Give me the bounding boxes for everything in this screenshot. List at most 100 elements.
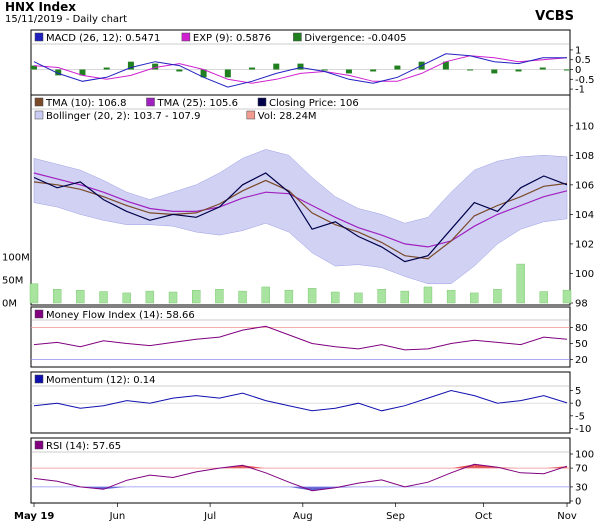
- volume-bar: [76, 289, 85, 304]
- x-tick-label: Jun: [109, 511, 126, 522]
- x-tick-label: Oct: [475, 511, 492, 522]
- rsi-oversold-fill: [288, 486, 313, 491]
- y-tick-label: 5: [575, 386, 581, 397]
- legend-label: Vol: 28.24M: [258, 111, 317, 122]
- legend-swatch: [146, 97, 155, 107]
- x-tick-label: Sep: [386, 511, 405, 522]
- volume-bar: [470, 292, 479, 304]
- volume-bar: [307, 288, 317, 304]
- chart-subtitle: 15/11/2019 - Daily chart: [5, 14, 128, 25]
- tma10-line: [33, 179, 568, 260]
- volume-bar: [400, 290, 409, 304]
- legend-label: Divergence: -0.0405: [304, 33, 406, 44]
- volume-bar: [215, 289, 224, 304]
- volume-bar: [539, 291, 549, 304]
- mfi-line: [33, 325, 568, 351]
- volume-tick-label: 100M: [2, 253, 30, 264]
- divergence-bar: [224, 69, 231, 78]
- legend-swatch: [246, 110, 256, 120]
- legend-swatch: [34, 110, 44, 120]
- volume-bar: [331, 291, 340, 304]
- panel-frame-mfi: [30, 306, 571, 368]
- legend-swatch: [293, 32, 302, 42]
- legend-label: Bollinger (20, 2): 103.7 - 107.9: [46, 111, 200, 122]
- legend-swatch: [34, 440, 44, 450]
- divergence-bar: [467, 69, 474, 71]
- volume-tick-label: 50M: [2, 276, 23, 287]
- legend-swatch: [34, 32, 44, 42]
- volume-bar: [377, 289, 386, 304]
- panel-frame-momentum: [30, 371, 571, 434]
- legend-label: Closing Price: 106: [269, 98, 359, 109]
- y-tick-label: -1: [575, 85, 585, 96]
- chart-title: HNX Index: [5, 0, 76, 14]
- volume-bar: [516, 263, 525, 304]
- momentum-line: [33, 389, 568, 412]
- legend-label: TMA (10): 106.8: [45, 98, 126, 109]
- y-tick-label: -0.5: [575, 75, 595, 86]
- legend-label: Momentum (12): 0.14: [46, 375, 156, 386]
- legend-swatch: [34, 309, 44, 319]
- legend-swatch: [181, 32, 191, 42]
- x-tick-label: Aug: [293, 511, 313, 522]
- exp-line: [33, 55, 568, 84]
- volume-bar: [122, 292, 131, 304]
- legend-label: Money Flow Index (14): 58.66: [46, 310, 195, 321]
- y-tick-label: -10: [575, 424, 591, 435]
- legend-label: EXP (9): 0.5876: [193, 33, 271, 44]
- bollinger-band: [33, 149, 568, 285]
- y-tick-label: 102: [575, 239, 594, 250]
- volume-bar: [29, 283, 39, 304]
- panel-frame-rsi: [30, 437, 571, 504]
- divergence-bar: [394, 65, 401, 70]
- y-tick-label: 20: [575, 355, 588, 366]
- divergence-bar: [200, 69, 207, 78]
- x-tick-label: May 19: [14, 511, 54, 522]
- y-tick-label: 100: [575, 269, 594, 280]
- divergence-bar: [249, 67, 256, 70]
- y-tick-label: 104: [575, 210, 594, 221]
- y-tick-label: 98: [575, 299, 588, 310]
- volume-bar: [99, 291, 108, 304]
- divergence-bar: [103, 67, 110, 70]
- y-tick-label: 50: [575, 339, 588, 350]
- legend-swatch: [34, 97, 44, 107]
- legend-swatch: [257, 97, 267, 107]
- divergence-bar: [370, 69, 377, 72]
- volume-bar: [192, 289, 201, 304]
- y-tick-label: 108: [575, 151, 594, 162]
- volume-bar: [562, 289, 572, 304]
- y-tick-label: -5: [575, 411, 585, 422]
- divergence-bar: [273, 63, 280, 70]
- x-tick-label: Jul: [203, 511, 216, 522]
- source-label: VCBS: [535, 9, 574, 24]
- y-tick-label: 0: [575, 399, 581, 410]
- volume-bar: [446, 289, 456, 304]
- close-line: [33, 172, 568, 263]
- y-tick-label: 1: [575, 45, 581, 56]
- divergence-bar: [297, 63, 304, 70]
- legend-label: TMA (25): 105.6: [157, 98, 238, 109]
- divergence-bar: [491, 69, 498, 74]
- y-tick-label: 70: [575, 464, 588, 475]
- divergence-bar: [55, 69, 62, 76]
- volume-bar: [168, 291, 178, 304]
- y-tick-label: 110: [575, 121, 594, 132]
- divergence-bar: [442, 61, 449, 70]
- rsi-line: [33, 463, 568, 492]
- y-tick-label: 0: [575, 497, 581, 508]
- x-tick-label: Nov: [557, 511, 577, 522]
- macd-line: [33, 53, 567, 88]
- volume-bar: [52, 289, 62, 304]
- y-tick-label: 80: [575, 323, 588, 334]
- volume-bar: [261, 286, 270, 304]
- volume-bar: [238, 290, 247, 304]
- volume-bar: [493, 289, 502, 304]
- legend-label: RSI (14): 57.65: [46, 441, 121, 452]
- y-tick-label: 0.5: [575, 55, 591, 66]
- volume-bar: [284, 289, 294, 304]
- y-tick-label: 106: [575, 180, 594, 191]
- volume-bar: [354, 292, 363, 304]
